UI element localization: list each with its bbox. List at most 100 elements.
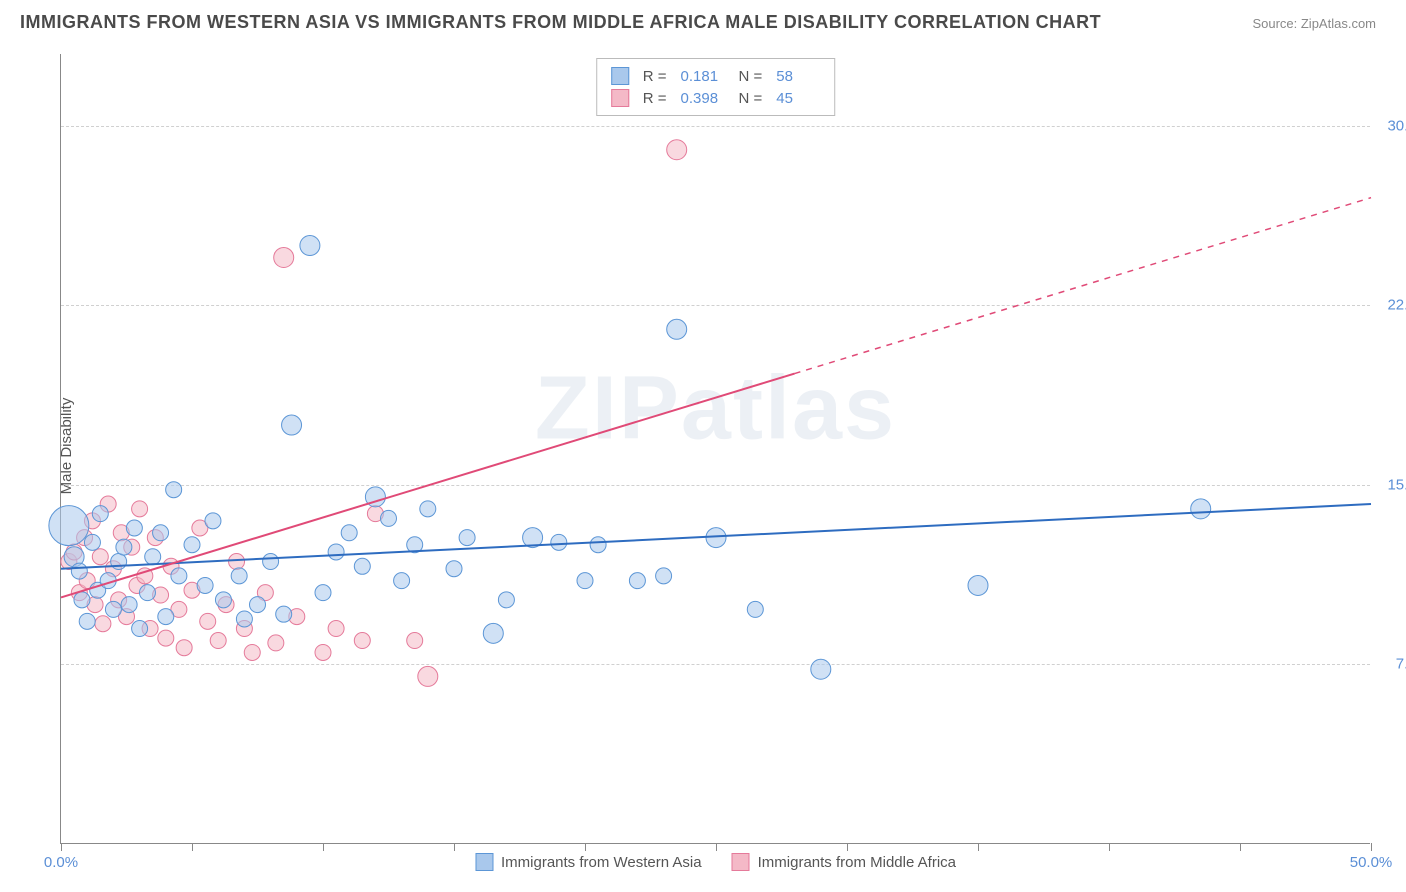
x-tick (585, 843, 586, 851)
scatter-point (79, 613, 95, 629)
scatter-point (315, 644, 331, 660)
scatter-svg (61, 54, 1370, 843)
r-label-2: R = (643, 90, 667, 107)
scatter-point (200, 613, 216, 629)
source-attribution: Source: ZipAtlas.com (1252, 16, 1376, 31)
chart-container: IMMIGRANTS FROM WESTERN ASIA VS IMMIGRAN… (0, 0, 1406, 892)
scatter-point (667, 319, 687, 339)
scatter-point (498, 592, 514, 608)
legend-swatch-bottom-1 (475, 853, 493, 871)
scatter-point (483, 623, 503, 643)
r-value-2: 0.398 (681, 90, 725, 107)
series-legend: Immigrants from Western Asia Immigrants … (475, 853, 956, 871)
x-tick (454, 843, 455, 851)
scatter-point (95, 616, 111, 632)
x-tick (61, 843, 62, 851)
x-tick (1371, 843, 1372, 851)
scatter-point (811, 659, 831, 679)
scatter-point (105, 601, 121, 617)
x-tick-label: 0.0% (44, 854, 78, 871)
scatter-point (418, 666, 438, 686)
scatter-point (205, 513, 221, 529)
scatter-point (158, 609, 174, 625)
y-tick-label: 22.5% (1375, 297, 1406, 314)
y-tick-label: 30.0% (1375, 117, 1406, 134)
scatter-point (126, 520, 142, 536)
x-tick (978, 843, 979, 851)
series-name-1: Immigrants from Western Asia (501, 854, 702, 871)
scatter-point (171, 568, 187, 584)
scatter-point (84, 534, 100, 550)
scatter-point (274, 247, 294, 267)
scatter-point (121, 597, 137, 613)
n-label-1: N = (739, 68, 763, 85)
x-tick (1240, 843, 1241, 851)
scatter-point (667, 140, 687, 160)
scatter-point (268, 635, 284, 651)
scatter-point (49, 506, 89, 546)
trend-line-extrapolated (795, 198, 1371, 374)
scatter-point (116, 539, 132, 555)
scatter-point (656, 568, 672, 584)
legend-row-series-1: R = 0.181 N = 58 (611, 65, 821, 87)
scatter-point (629, 573, 645, 589)
scatter-point (139, 585, 155, 601)
scatter-point (590, 537, 606, 553)
scatter-point (74, 592, 90, 608)
y-tick-label: 7.5% (1375, 656, 1406, 673)
x-tick (1109, 843, 1110, 851)
scatter-point (551, 534, 567, 550)
n-label-2: N = (739, 90, 763, 107)
scatter-point (577, 573, 593, 589)
x-tick-label: 50.0% (1350, 854, 1393, 871)
scatter-point (145, 549, 161, 565)
scatter-point (282, 415, 302, 435)
scatter-point (459, 530, 475, 546)
scatter-point (328, 621, 344, 637)
scatter-point (92, 549, 108, 565)
scatter-point (315, 585, 331, 601)
scatter-point (263, 554, 279, 570)
scatter-point (1191, 499, 1211, 519)
scatter-point (71, 563, 87, 579)
y-tick-label: 15.0% (1375, 476, 1406, 493)
x-tick (847, 843, 848, 851)
scatter-point (236, 611, 252, 627)
series-legend-item-1: Immigrants from Western Asia (475, 853, 702, 871)
correlation-legend: R = 0.181 N = 58 R = 0.398 N = 45 (596, 58, 836, 116)
scatter-point (276, 606, 292, 622)
x-tick (192, 843, 193, 851)
scatter-point (244, 644, 260, 660)
scatter-point (229, 554, 245, 570)
series-name-2: Immigrants from Middle Africa (758, 854, 956, 871)
n-value-2: 45 (776, 90, 820, 107)
scatter-point (446, 561, 462, 577)
scatter-point (420, 501, 436, 517)
x-tick (716, 843, 717, 851)
chart-title: IMMIGRANTS FROM WESTERN ASIA VS IMMIGRAN… (20, 12, 1101, 33)
x-tick (323, 843, 324, 851)
r-label-1: R = (643, 68, 667, 85)
scatter-point (394, 573, 410, 589)
series-legend-item-2: Immigrants from Middle Africa (732, 853, 956, 871)
scatter-point (197, 577, 213, 593)
scatter-point (407, 633, 423, 649)
legend-row-series-2: R = 0.398 N = 45 (611, 87, 821, 109)
scatter-point (747, 601, 763, 617)
scatter-point (132, 501, 148, 517)
scatter-point (328, 544, 344, 560)
scatter-point (92, 506, 108, 522)
scatter-point (354, 558, 370, 574)
scatter-point (176, 640, 192, 656)
scatter-point (968, 575, 988, 595)
scatter-point (381, 510, 397, 526)
scatter-point (166, 482, 182, 498)
legend-swatch-1 (611, 67, 629, 85)
scatter-point (158, 630, 174, 646)
scatter-point (215, 592, 231, 608)
scatter-point (184, 537, 200, 553)
scatter-point (231, 568, 247, 584)
scatter-point (132, 621, 148, 637)
scatter-point (250, 597, 266, 613)
legend-swatch-2 (611, 89, 629, 107)
